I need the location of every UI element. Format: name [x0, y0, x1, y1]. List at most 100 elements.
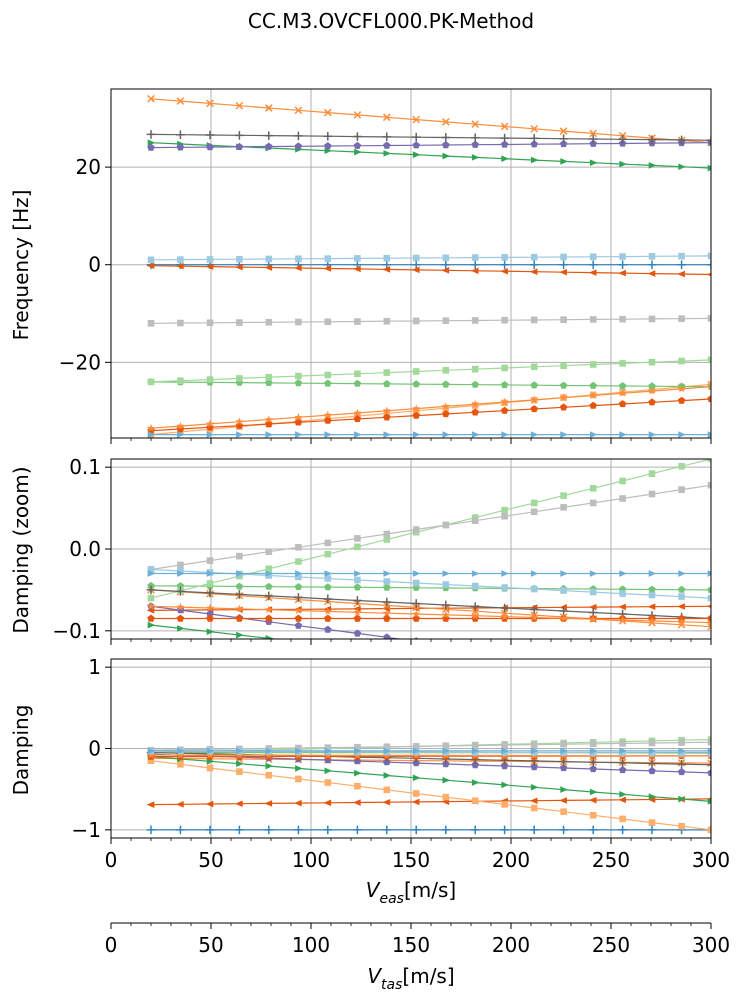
series-7-line: [150, 741, 711, 751]
eas-tick-label: 200: [492, 848, 530, 872]
series-11-point: [382, 608, 391, 617]
series-4-point: [324, 767, 333, 775]
series-10-point: [442, 410, 450, 418]
series-12-point: [707, 252, 711, 260]
series-9-point: [205, 588, 215, 598]
y-tick-label: −1: [72, 818, 101, 842]
series-9-point: [588, 757, 598, 767]
series-1-point: [441, 267, 450, 274]
axes-frame: [110, 88, 712, 439]
series-13-point: [530, 570, 539, 577]
series-1-point: [677, 603, 685, 610]
series-5-point: [412, 380, 420, 388]
series-7-point: [530, 316, 538, 324]
series-6-point: [619, 360, 626, 367]
series-4-point: [442, 152, 451, 160]
series-3-point: [324, 779, 332, 786]
series-12-point: [560, 253, 567, 261]
series-9-point: [647, 135, 657, 144]
series-3-point: [678, 822, 685, 830]
series-9-point: [353, 596, 362, 605]
series-13-point: [471, 431, 480, 438]
series-8-point: [353, 629, 362, 637]
series-11-point: [146, 750, 156, 759]
series-7-point: [707, 481, 711, 489]
series-13-point: [412, 747, 421, 755]
series-12-point: [177, 256, 184, 263]
series-6-point: [678, 357, 685, 365]
series-11-point: [264, 605, 273, 614]
series-7-point: [501, 316, 508, 324]
series-8-point: [678, 672, 685, 679]
series-13-point: [560, 747, 568, 755]
series-8-line: [150, 753, 711, 774]
series-7-point: [265, 548, 273, 556]
series-9-point: [235, 590, 244, 599]
series-9-point: [441, 600, 451, 610]
series-4-point: [560, 786, 568, 793]
series-1-point: [382, 798, 391, 806]
series-12-point: [648, 591, 656, 599]
series-10-point: [176, 425, 185, 433]
series-9-point: [353, 132, 362, 141]
series-13-point: [560, 570, 568, 577]
series-1-point: [647, 270, 656, 277]
series-5-line: [150, 381, 711, 388]
series-9-point: [470, 133, 480, 143]
series-7-point: [471, 517, 479, 524]
series-11-point: [618, 389, 627, 397]
series-0-point: [706, 260, 711, 270]
series-0-point: [264, 825, 274, 835]
series-7-point: [501, 741, 508, 749]
series-9-point: [441, 133, 451, 142]
series-3-point: [412, 790, 420, 797]
series-7-point: [648, 315, 656, 323]
series-13-point: [471, 747, 480, 755]
series-9-point: [618, 135, 627, 144]
series-6-point: [707, 459, 711, 463]
series-5-point: [176, 582, 185, 590]
series-11-point: [441, 610, 450, 619]
series-1-point: [294, 264, 302, 272]
series-8-point: [324, 142, 332, 150]
series-7-point: [560, 316, 567, 323]
series-13-point: [295, 570, 303, 577]
series-10-point: [147, 614, 155, 622]
series-8-point: [530, 140, 538, 148]
series-0-point: [294, 825, 303, 835]
series-1-point: [235, 800, 243, 808]
series-5-point: [324, 583, 332, 591]
series-1-point: [500, 267, 508, 275]
series-3-point: [412, 407, 420, 415]
series-13-point: [236, 570, 244, 577]
series-13-point: [707, 431, 711, 438]
series-8-point: [472, 645, 479, 652]
series-13-point: [501, 431, 509, 438]
series-2-point: [707, 622, 711, 631]
series-13-point: [619, 570, 627, 577]
series-7-point: [177, 319, 184, 327]
tas-tick-label: 100: [292, 933, 330, 957]
series-13-point: [678, 431, 686, 438]
series-13-point: [236, 747, 244, 755]
series-13-point: [383, 431, 392, 438]
series-2-point: [206, 99, 214, 108]
series-6-point: [648, 470, 656, 477]
series-13-point: [589, 431, 598, 438]
series-12-point: [648, 749, 656, 757]
series-11-point: [618, 615, 627, 624]
series-4-point: [531, 665, 539, 672]
series-12-point: [678, 749, 685, 757]
series-11-point: [323, 410, 332, 419]
series-7-point: [412, 526, 420, 533]
series-0-point: [588, 825, 598, 835]
series-10-point: [648, 398, 656, 406]
series-3-point: [442, 404, 450, 412]
damping-panel: −1 0 1: [72, 655, 712, 844]
series-11-point: [146, 423, 156, 432]
series-4-point: [678, 795, 686, 803]
series-9-point: [294, 593, 303, 602]
series-13-point: [442, 431, 451, 438]
series-0-point: [235, 825, 244, 835]
series-13-point: [501, 747, 509, 755]
